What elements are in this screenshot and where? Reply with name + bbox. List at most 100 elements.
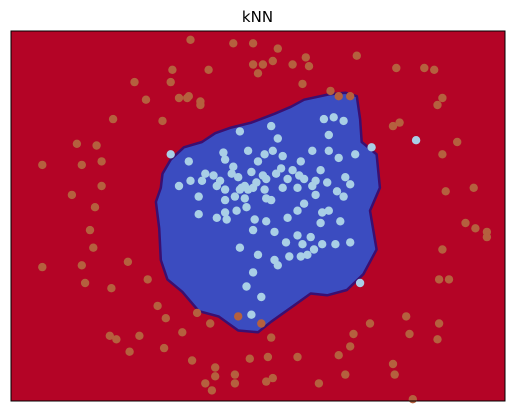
- class-0-point: [388, 121, 398, 131]
- class-0-point: [258, 60, 268, 69]
- class-0-point: [433, 335, 442, 344]
- class-1-point: [262, 217, 271, 226]
- class-1-point: [209, 171, 218, 180]
- class-1-point: [309, 245, 319, 254]
- class-1-point: [194, 210, 203, 219]
- class-1-point: [271, 169, 281, 178]
- class-1-point: [220, 155, 230, 164]
- class-0-point: [245, 354, 254, 363]
- class-1-point: [283, 213, 292, 222]
- class-1-point: [411, 136, 421, 145]
- class-1-point: [308, 146, 317, 155]
- class-1-point: [220, 208, 230, 217]
- class-1-point: [273, 134, 282, 143]
- class-0-point: [97, 181, 106, 191]
- class-0-point: [204, 65, 213, 75]
- class-1-point: [243, 185, 253, 194]
- class-0-point: [143, 275, 152, 284]
- class-0-point: [161, 314, 170, 323]
- class-0-point: [67, 190, 77, 200]
- class-1-point: [367, 143, 376, 152]
- class-0-point: [230, 379, 240, 388]
- class-1-point: [215, 176, 225, 185]
- class-1-point: [346, 180, 355, 189]
- class-0-point: [166, 77, 175, 87]
- class-1-point: [242, 203, 251, 212]
- class-1-point: [222, 215, 231, 224]
- class-1-point: [329, 113, 338, 122]
- class-1-point: [243, 146, 253, 155]
- class-0-point: [92, 141, 101, 150]
- class-0-point: [72, 139, 82, 148]
- class-1-point: [247, 167, 256, 177]
- class-0-point: [77, 261, 87, 270]
- class-0-point: [123, 257, 133, 266]
- class-0-point: [433, 100, 442, 110]
- class-0-point: [159, 343, 169, 353]
- class-0-point: [168, 65, 177, 75]
- class-1-point: [232, 206, 241, 215]
- class-1-point: [293, 231, 302, 240]
- class-1-point: [235, 243, 245, 252]
- class-1-point: [331, 240, 340, 249]
- class-0-point: [248, 60, 258, 69]
- class-1-point: [220, 185, 230, 194]
- class-0-point: [405, 329, 414, 339]
- plot-frame: [10, 30, 506, 402]
- class-0-point: [482, 232, 492, 242]
- class-0-point: [444, 275, 454, 284]
- class-0-point: [408, 395, 417, 404]
- class-0-point: [314, 379, 324, 388]
- class-1-point: [240, 194, 249, 203]
- class-1-point: [267, 121, 276, 131]
- class-0-point: [334, 351, 343, 360]
- chart-title: kNN: [241, 8, 274, 26]
- class-0-point: [211, 372, 220, 381]
- class-1-point: [234, 173, 243, 182]
- class-0-point: [90, 203, 100, 212]
- class-0-point: [304, 61, 314, 71]
- class-0-point: [293, 352, 302, 362]
- class-1-point: [273, 261, 282, 270]
- class-1-point: [346, 238, 355, 247]
- class-0-point: [186, 35, 195, 44]
- class-0-point: [108, 114, 118, 124]
- class-1-point: [260, 150, 269, 159]
- class-1-point: [248, 225, 258, 235]
- class-0-point: [301, 53, 310, 62]
- class-0-point: [234, 312, 243, 321]
- class-0-point: [153, 301, 162, 311]
- class-0-point: [273, 44, 282, 53]
- class-1-point: [201, 169, 210, 178]
- class-1-point: [184, 157, 193, 166]
- class-1-point: [219, 148, 228, 157]
- class-0-point: [257, 319, 266, 328]
- class-0-point: [229, 39, 238, 48]
- class-1-point: [316, 166, 325, 175]
- class-0-point: [349, 329, 358, 339]
- class-0-point: [434, 275, 444, 284]
- class-0-point: [390, 370, 399, 379]
- class-0-point: [346, 92, 355, 101]
- class-1-point: [253, 250, 263, 259]
- class-0-point: [402, 312, 411, 321]
- class-1-point: [166, 150, 175, 159]
- class-1-point: [227, 169, 236, 178]
- class-1-point: [355, 278, 365, 288]
- class-0-point: [107, 284, 116, 293]
- class-0-point: [365, 319, 375, 328]
- class-0-point: [187, 356, 197, 365]
- class-1-point: [252, 178, 261, 187]
- class-0-point: [77, 160, 87, 170]
- class-1-point: [229, 162, 238, 171]
- class-0-point: [85, 225, 95, 235]
- class-0-point: [298, 79, 307, 89]
- class-0-point: [341, 370, 350, 379]
- class-1-point: [316, 218, 325, 228]
- class-1-point: [242, 282, 251, 291]
- class-0-point: [392, 63, 401, 73]
- class-0-point: [420, 63, 429, 73]
- class-1-point: [303, 250, 312, 259]
- class-0-point: [461, 218, 470, 228]
- class-1-point: [220, 195, 230, 205]
